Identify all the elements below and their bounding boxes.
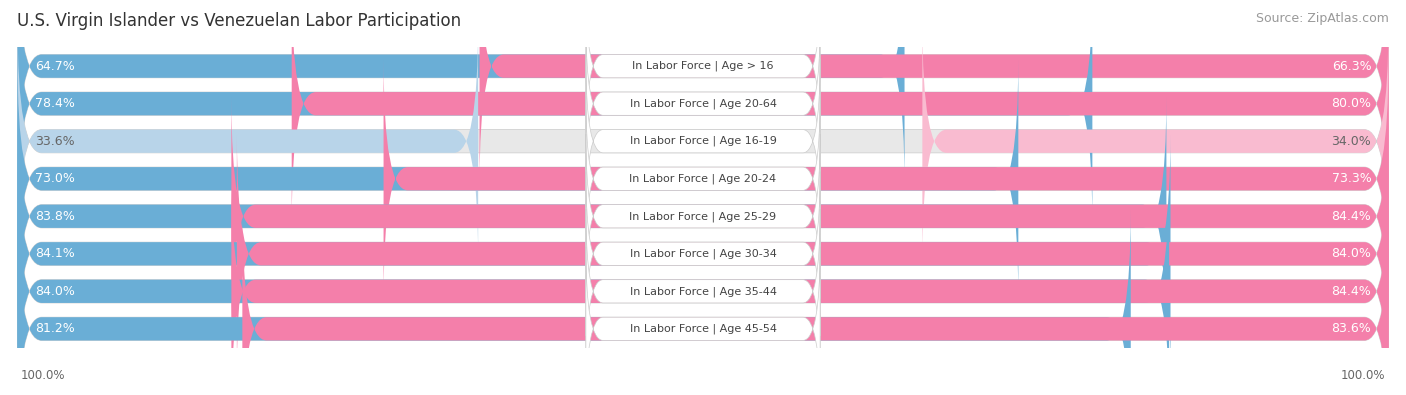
Text: 84.1%: 84.1% bbox=[35, 247, 75, 260]
Text: Source: ZipAtlas.com: Source: ZipAtlas.com bbox=[1256, 12, 1389, 25]
FancyBboxPatch shape bbox=[17, 134, 1389, 374]
Text: In Labor Force | Age 25-29: In Labor Force | Age 25-29 bbox=[630, 211, 776, 222]
FancyBboxPatch shape bbox=[17, 96, 1389, 336]
FancyBboxPatch shape bbox=[17, 96, 1167, 336]
FancyBboxPatch shape bbox=[232, 96, 1389, 336]
Text: 84.0%: 84.0% bbox=[1331, 247, 1371, 260]
Text: 64.7%: 64.7% bbox=[35, 60, 75, 73]
Text: 34.0%: 34.0% bbox=[1331, 135, 1371, 148]
Text: In Labor Force | Age 45-54: In Labor Force | Age 45-54 bbox=[630, 324, 776, 334]
Text: 73.3%: 73.3% bbox=[1331, 172, 1371, 185]
FancyBboxPatch shape bbox=[17, 209, 1389, 395]
Text: 66.3%: 66.3% bbox=[1331, 60, 1371, 73]
Text: 83.6%: 83.6% bbox=[1331, 322, 1371, 335]
FancyBboxPatch shape bbox=[17, 59, 1018, 299]
Text: 83.8%: 83.8% bbox=[35, 210, 75, 223]
Text: In Labor Force | Age 20-24: In Labor Force | Age 20-24 bbox=[630, 173, 776, 184]
FancyBboxPatch shape bbox=[17, 0, 1092, 224]
Text: 78.4%: 78.4% bbox=[35, 97, 75, 110]
Text: 81.2%: 81.2% bbox=[35, 322, 75, 335]
Text: 73.0%: 73.0% bbox=[35, 172, 75, 185]
Text: 84.4%: 84.4% bbox=[1331, 210, 1371, 223]
Text: In Labor Force | Age > 16: In Labor Force | Age > 16 bbox=[633, 61, 773, 71]
FancyBboxPatch shape bbox=[922, 21, 1389, 261]
Text: 33.6%: 33.6% bbox=[35, 135, 75, 148]
FancyBboxPatch shape bbox=[291, 0, 1389, 224]
Text: 84.0%: 84.0% bbox=[35, 285, 75, 298]
FancyBboxPatch shape bbox=[236, 134, 1389, 374]
FancyBboxPatch shape bbox=[17, 21, 478, 261]
FancyBboxPatch shape bbox=[586, 59, 820, 224]
FancyBboxPatch shape bbox=[479, 0, 1389, 186]
FancyBboxPatch shape bbox=[17, 0, 1389, 186]
Text: 100.0%: 100.0% bbox=[1340, 369, 1385, 382]
FancyBboxPatch shape bbox=[242, 209, 1389, 395]
FancyBboxPatch shape bbox=[17, 21, 1389, 261]
FancyBboxPatch shape bbox=[232, 171, 1389, 395]
Text: In Labor Force | Age 35-44: In Labor Force | Age 35-44 bbox=[630, 286, 776, 297]
Text: 80.0%: 80.0% bbox=[1331, 97, 1371, 110]
FancyBboxPatch shape bbox=[17, 134, 1171, 374]
Text: In Labor Force | Age 30-34: In Labor Force | Age 30-34 bbox=[630, 248, 776, 259]
FancyBboxPatch shape bbox=[586, 134, 820, 299]
FancyBboxPatch shape bbox=[586, 96, 820, 261]
FancyBboxPatch shape bbox=[17, 171, 1389, 395]
FancyBboxPatch shape bbox=[17, 209, 1130, 395]
FancyBboxPatch shape bbox=[17, 59, 1389, 299]
FancyBboxPatch shape bbox=[17, 0, 1389, 224]
Text: In Labor Force | Age 20-64: In Labor Force | Age 20-64 bbox=[630, 98, 776, 109]
FancyBboxPatch shape bbox=[586, 171, 820, 336]
FancyBboxPatch shape bbox=[17, 171, 1170, 395]
FancyBboxPatch shape bbox=[17, 0, 904, 186]
FancyBboxPatch shape bbox=[384, 59, 1389, 299]
Text: 100.0%: 100.0% bbox=[21, 369, 66, 382]
FancyBboxPatch shape bbox=[586, 246, 820, 395]
FancyBboxPatch shape bbox=[586, 21, 820, 186]
Text: In Labor Force | Age 16-19: In Labor Force | Age 16-19 bbox=[630, 136, 776, 147]
FancyBboxPatch shape bbox=[586, 0, 820, 149]
Text: U.S. Virgin Islander vs Venezuelan Labor Participation: U.S. Virgin Islander vs Venezuelan Labor… bbox=[17, 12, 461, 30]
Text: 84.4%: 84.4% bbox=[1331, 285, 1371, 298]
FancyBboxPatch shape bbox=[586, 209, 820, 374]
